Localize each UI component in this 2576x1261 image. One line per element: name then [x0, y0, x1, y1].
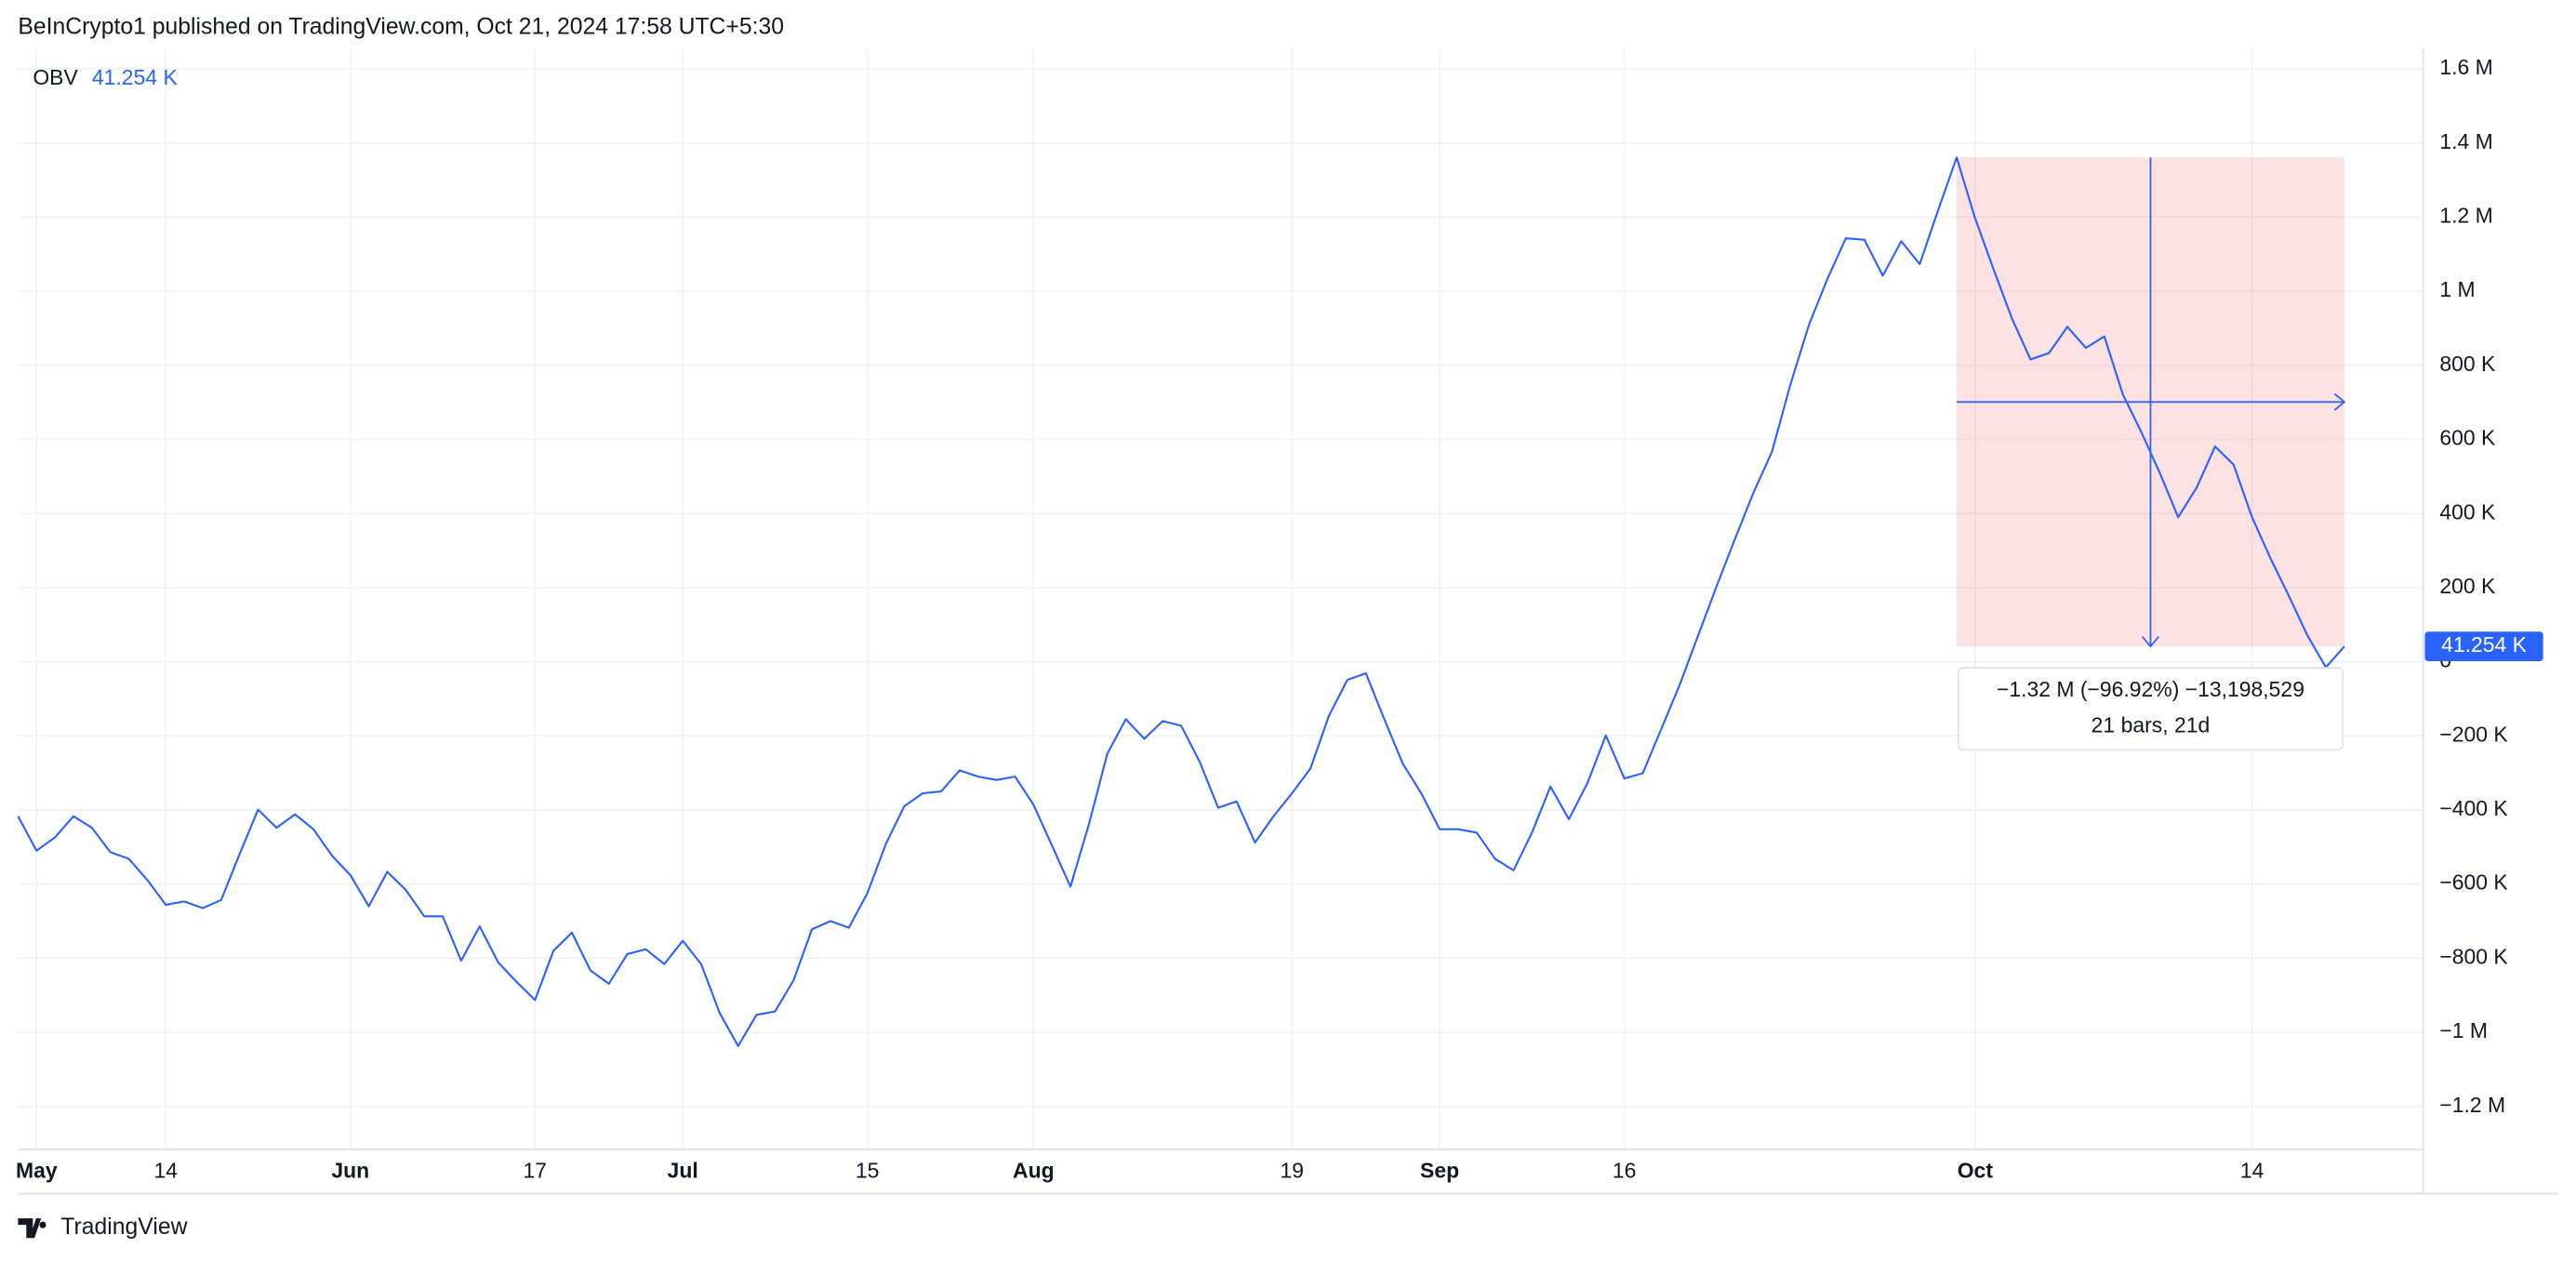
measure-arrow-head	[2141, 635, 2159, 648]
last-value-label: 41.254 K	[2441, 632, 2528, 657]
y-tick-label: −200 K	[2439, 722, 2508, 746]
logo	[18, 1218, 46, 1239]
measure-arrow-head	[2333, 392, 2346, 411]
y-tick-label: 200 K	[2439, 574, 2496, 598]
x-tick-label: 19	[1281, 1159, 1305, 1183]
y-tick-label: 600 K	[2439, 426, 2496, 450]
y-tick-label: −1.2 M	[2439, 1093, 2505, 1117]
y-tick-label: 1.6 M	[2439, 55, 2492, 79]
measure-detail: 21 bars, 21d	[2091, 713, 2211, 737]
measure-text: −1.32 M (−96.92%) −13,198,529	[1997, 677, 2304, 701]
grid	[18, 48, 2423, 1149]
plot	[17, 156, 2346, 1047]
x-tick-label: Sep	[1420, 1159, 1459, 1183]
x-tick-label: 15	[856, 1159, 880, 1183]
x-tick-label: Aug	[1013, 1159, 1055, 1183]
x-tick-label: Oct	[1958, 1159, 1994, 1183]
footer-brand: TradingView	[60, 1215, 187, 1240]
y-tick-label: −600 K	[2439, 870, 2508, 895]
x-tick-label: 14	[2240, 1159, 2264, 1183]
x-tick-label: May	[16, 1159, 58, 1183]
legend-name: OBV	[33, 65, 78, 89]
legend-value: 41.254 K	[92, 65, 179, 89]
x-tick-label: Jul	[668, 1159, 698, 1183]
x-tick-label: 17	[524, 1159, 548, 1183]
measure-tooltip	[1957, 667, 2344, 751]
line-series	[17, 156, 2345, 1047]
x-tick-label: Jun	[331, 1159, 369, 1183]
y-tick-label: −1 M	[2439, 1018, 2488, 1042]
y-tick-label: −400 K	[2439, 796, 2508, 820]
last-value-badge	[2424, 631, 2543, 662]
y-tick-label: 1.4 M	[2439, 129, 2492, 153]
y-tick-label: 800 K	[2439, 352, 2496, 376]
header: BeInCrypto1 published on TradingView.com…	[18, 15, 784, 40]
y-tick-label: −800 K	[2439, 944, 2508, 968]
x-tick-label: 14	[153, 1159, 178, 1183]
y-tick-label: 400 K	[2439, 499, 2496, 524]
y-tick-label: 1.2 M	[2439, 204, 2492, 228]
x-tick-label: 16	[1613, 1159, 1637, 1183]
y-tick-label: 1 M	[2439, 277, 2475, 301]
